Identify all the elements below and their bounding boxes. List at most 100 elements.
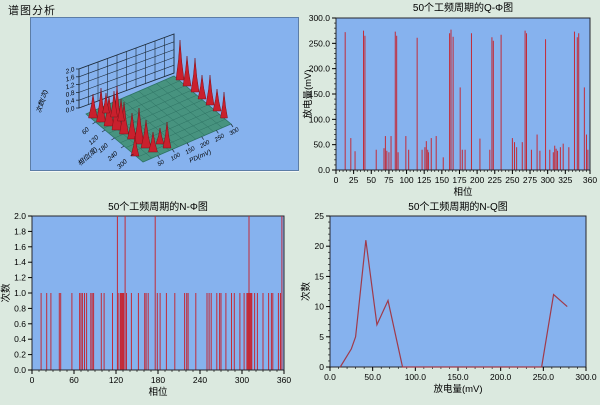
- phase-tick-label: 60: [81, 126, 91, 136]
- x-tick-label: 200: [470, 175, 484, 185]
- x-tick-label: 50: [367, 175, 377, 185]
- x-tick-label: 360: [583, 175, 597, 185]
- y-tick-label: 25: [315, 211, 325, 221]
- x-tick-label: 175: [452, 175, 466, 185]
- x-tick-label: 125: [417, 175, 431, 185]
- y-tick-label: 0.0: [318, 165, 330, 175]
- y-tick-label: 300.0: [309, 13, 331, 23]
- plot-area: [329, 215, 587, 368]
- pd-tick-label: 200: [198, 139, 211, 150]
- x-tick-label: 0: [334, 175, 339, 185]
- y-tick-label: 1.0: [14, 288, 26, 298]
- spectrum-peak: [148, 131, 158, 153]
- spectrum-peak: [130, 135, 140, 157]
- x-tick-label: 325: [558, 175, 572, 185]
- y-axis-label: 放电量(mV): [302, 69, 314, 118]
- z-tick-label: 0.0: [65, 105, 76, 115]
- x-tick-label: 150: [435, 175, 449, 185]
- spectrum-peak: [96, 87, 106, 123]
- chart-q-phi-panel: 50个工频周期的Q-Φ图 0 25 50 75 100 125 150 175 200 225 250…: [300, 0, 600, 200]
- x-tick-label: 0: [30, 375, 35, 385]
- y-tick-label: 0.4: [14, 334, 26, 344]
- x-axis-label: 相位: [453, 186, 473, 198]
- spectrum-peak: [117, 98, 125, 122]
- chart-title: 50个工频周期的N-Q图: [408, 200, 507, 213]
- x-axis-label: 相位: [148, 386, 168, 398]
- x-tick-label: 50.0: [364, 372, 381, 382]
- spectrum-peak: [212, 88, 222, 112]
- y-tick-label: 20: [315, 241, 325, 251]
- x-tick-label: 300: [235, 375, 249, 385]
- plot-area: [31, 215, 285, 371]
- pd-tick-label: 250: [213, 133, 226, 144]
- y-tick-label: 5: [319, 332, 324, 342]
- phase-tick-label: 240: [106, 150, 120, 163]
- pd-tick-label: 150: [185, 146, 197, 157]
- y-tick-label: 15: [315, 271, 325, 281]
- y-tick-label: 10: [315, 302, 325, 312]
- x-tick-label: 120: [109, 375, 123, 385]
- z-tick-label: 1.6: [65, 74, 76, 84]
- spectrum-peak: [88, 93, 98, 119]
- x-tick-label: 240: [193, 375, 207, 385]
- y-tick-label: 0.2: [14, 350, 26, 360]
- y-tick-label: 0.0: [14, 365, 26, 375]
- z-tick-label: 1.2: [65, 82, 76, 92]
- pd-tick-label: 50: [157, 159, 166, 168]
- phase-axis-label: 相位(度): [76, 146, 99, 168]
- y-tick-label: 0: [319, 362, 324, 372]
- pd-tick-label: 300: [229, 127, 241, 138]
- y-tick-label: 50.0: [313, 140, 330, 150]
- chart-title: 50个工频周期的Q-Φ图: [413, 1, 513, 14]
- back-wall: [78, 33, 175, 109]
- y-axis-label: 次数: [300, 282, 312, 302]
- spectrum-peak: [162, 121, 172, 149]
- x-tick-label: 0.0: [324, 372, 336, 382]
- spectrum-peak: [197, 74, 207, 100]
- x-tick-label: 60: [69, 375, 79, 385]
- x-tick-label: 200.0: [490, 372, 512, 382]
- spectrum-peak: [102, 92, 110, 114]
- x-tick-label: 180: [151, 375, 165, 385]
- z-tick-label: 2.0: [64, 66, 76, 76]
- waterfall-3d-plot: 2.01.61.20.80.40.0次数(次)60120180240300相位(…: [35, 33, 241, 170]
- x-tick-label: 250: [505, 175, 519, 185]
- spectrum-3d-panel: 谱图分析 2.0 1.6 1.2 0.8 0.4 0.0 次数(次) 60 120 180 240 3…: [0, 0, 300, 200]
- spectrum-peak: [220, 91, 228, 119]
- spectrum-peak: [182, 55, 192, 87]
- chart-n-q-panel: 50个工频周期的N-Q图 0.0 50.0 100.0 150.0 200.0 250.0 3…: [300, 200, 600, 400]
- spectrum-peak: [110, 90, 118, 118]
- phase-tick-label: 180: [97, 142, 110, 155]
- chart-n-phi-panel: 50个工频周期的N-Φ图 0 60 120 180 240 300 360 0.0 0.2 0.4 0…: [0, 200, 300, 400]
- y-tick-label: 150.0: [309, 89, 331, 99]
- y-tick-label: 1.8: [14, 226, 26, 236]
- x-tick-label: 150.0: [447, 372, 469, 382]
- chart-n_phi: 50个工频周期的N-Φ图 0 60 120 180 240 300 360 0.0 0.2 0.4 0…: [0, 200, 291, 398]
- x-tick-label: 75: [384, 175, 394, 185]
- spectrum-peak: [190, 57, 200, 93]
- chart-n_q: 50个工频周期的N-Q图 0.0 50.0 100.0 150.0 200.0 250.0 3…: [300, 200, 597, 395]
- y-tick-label: 250.0: [309, 38, 331, 48]
- x-tick-label: 100: [399, 175, 413, 185]
- y-tick-label: 1.4: [14, 257, 26, 267]
- spectrum-peak: [205, 74, 215, 106]
- chart-q_phi: 50个工频周期的Q-Φ图0 25 50 75 100 125 150 175 200 225 250…: [302, 1, 597, 198]
- chart-title: 50个工频周期的N-Φ图: [108, 200, 208, 213]
- y-tick-label: 0.8: [14, 303, 26, 313]
- spectrum-peak: [140, 119, 152, 149]
- phase-tick-label: 300: [116, 158, 129, 170]
- pd-tick-label: 100: [170, 152, 182, 163]
- x-tick-label: 225: [488, 175, 502, 185]
- spectrum-peak: [175, 39, 185, 81]
- x-tick-label: 250.0: [533, 372, 555, 382]
- phase-tick-label: 120: [88, 134, 101, 147]
- y-tick-label: 200.0: [309, 64, 331, 74]
- z-axis-label: 次数(次): [35, 89, 50, 114]
- x-tick-label: 300: [541, 175, 555, 185]
- y-tick-label: 0.6: [14, 319, 26, 329]
- plot-area: [335, 17, 591, 171]
- y-tick-label: 1.6: [14, 242, 26, 252]
- y-tick-label: 2.0: [14, 211, 26, 221]
- spectrum-peak: [155, 127, 165, 145]
- x-tick-label: 275: [523, 175, 537, 185]
